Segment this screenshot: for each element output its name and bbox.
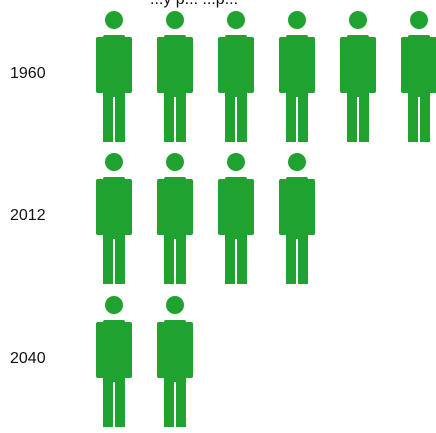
row-label-2040: 2040 bbox=[10, 350, 46, 367]
person-icon bbox=[96, 296, 132, 427]
person-icon bbox=[401, 11, 436, 142]
person-icon bbox=[157, 153, 193, 284]
person-icon bbox=[340, 11, 376, 142]
chart-title-partial: ...y p... ...p... bbox=[150, 0, 238, 9]
person-icon bbox=[157, 296, 193, 427]
person-icon bbox=[279, 153, 315, 284]
person-icon bbox=[279, 11, 315, 142]
row-label-1960: 1960 bbox=[10, 65, 46, 82]
person-icon bbox=[96, 11, 132, 142]
person-icon bbox=[96, 153, 132, 284]
person-icon bbox=[218, 153, 254, 284]
person-icon bbox=[218, 11, 254, 142]
person-icon bbox=[157, 11, 193, 142]
row-label-2012: 2012 bbox=[10, 207, 46, 224]
